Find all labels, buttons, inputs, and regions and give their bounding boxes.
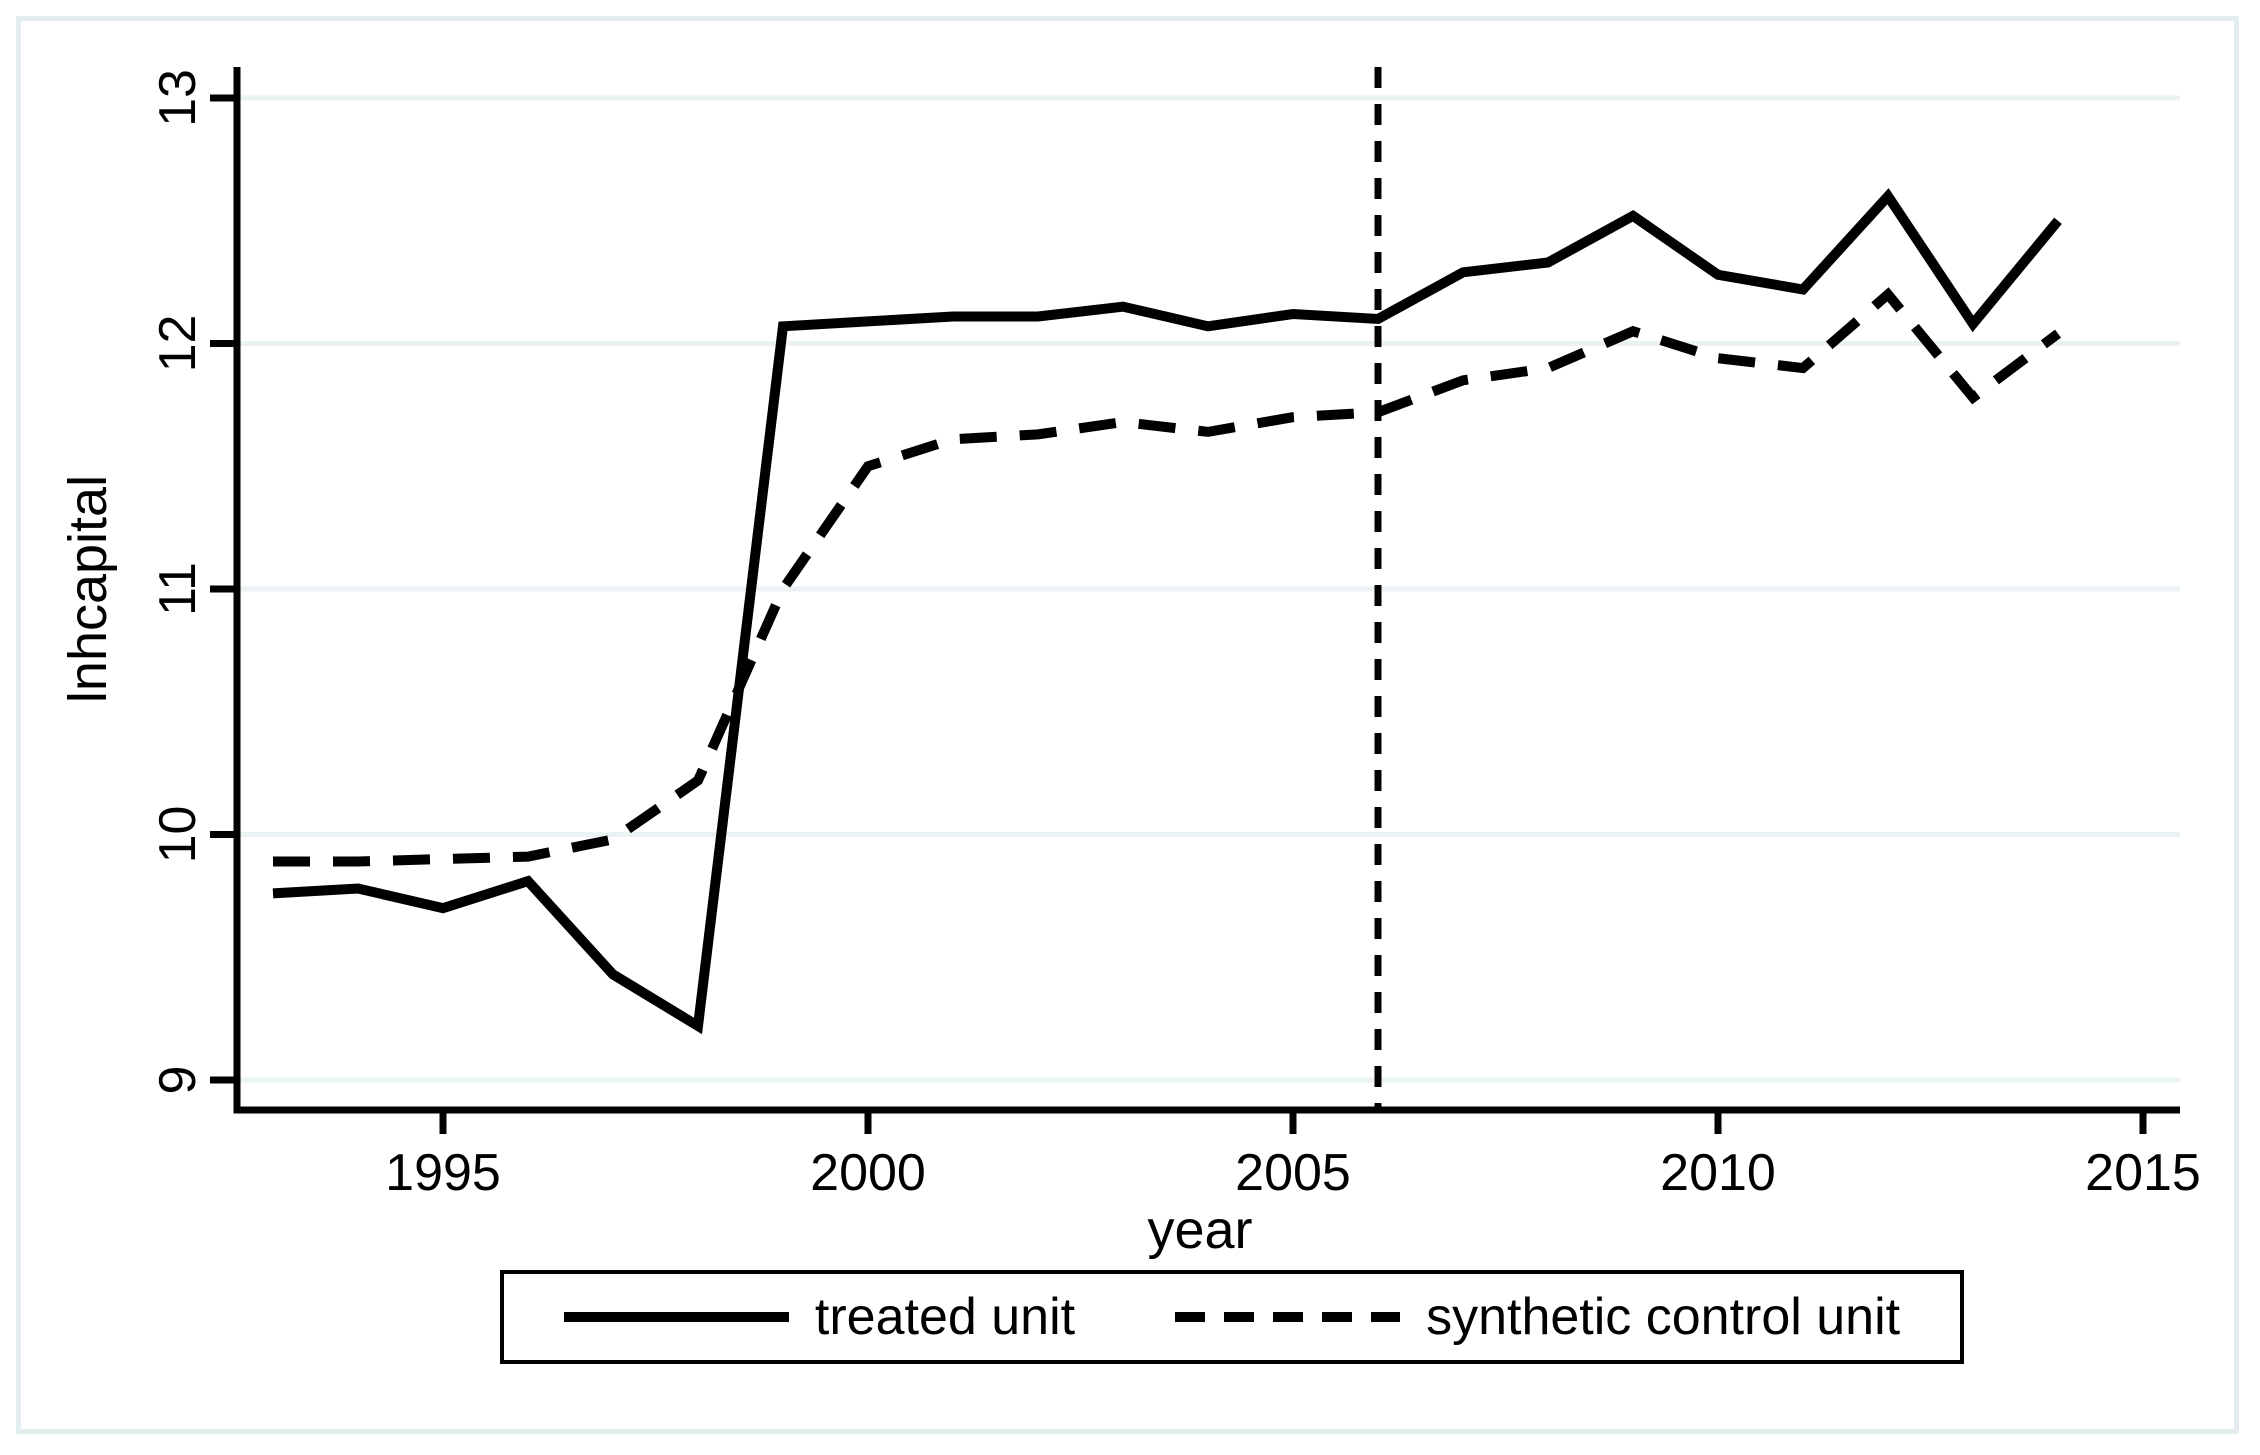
y-tick-label-13: 13 [149,69,207,127]
treated-unit-line [272,188,2062,1035]
x-tick-label-2015: 2015 [2085,1144,2201,1202]
x-tick-label-2010: 2010 [1660,1144,1776,1202]
y-tick-label-12: 12 [149,315,207,373]
legend-item-synthetic: synthetic control unit [1175,1287,1900,1347]
legend-label-synthetic: synthetic control unit [1426,1288,1901,1346]
y-axis-title: lnhcapital [58,475,118,703]
legend-label-treated: treated unit [814,1288,1076,1346]
y-tick-label-10: 10 [149,806,207,864]
y-tick-label-9: 9 [149,1066,207,1095]
graph-region-frame [16,16,2239,1434]
x-tick-label-1995: 1995 [385,1144,501,1202]
axes [210,67,2180,1134]
x-tick-label-2000: 2000 [810,1144,926,1202]
treated-line-swatch-icon [563,1312,789,1322]
y-tick-label-11: 11 [149,562,207,616]
gridlines [237,95,2180,1083]
synthetic-control-line [273,287,2062,867]
x-axis-title: year [1147,1200,1252,1260]
x-tick-label-2005: 2005 [1235,1144,1351,1202]
legend-box: treated unit synthetic control unit [500,1270,1964,1364]
synthetic-line-swatch-icon [1175,1312,1401,1322]
legend-item-treated: treated unit [563,1287,1076,1347]
